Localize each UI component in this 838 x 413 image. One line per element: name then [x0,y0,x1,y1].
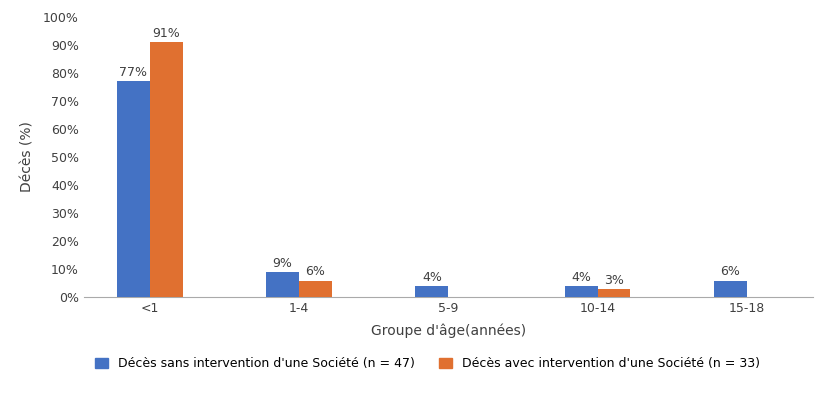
Text: 91%: 91% [153,26,180,40]
Bar [597,289,630,297]
Bar [117,81,150,297]
Bar [299,280,332,297]
Text: 6%: 6% [721,265,741,278]
Text: 9%: 9% [272,257,292,270]
Bar [565,286,597,297]
Text: 77%: 77% [119,66,147,79]
Bar [266,272,299,297]
Y-axis label: Décès (%): Décès (%) [21,121,34,192]
Text: 3%: 3% [604,274,624,287]
Legend: Décès sans intervention d'une Société (n = 47), Décès avec intervention d'une So: Décès sans intervention d'une Société (n… [90,352,765,375]
Bar [416,286,448,297]
X-axis label: Groupe d'âge(années): Groupe d'âge(années) [370,323,526,338]
Bar [714,280,747,297]
Text: 4%: 4% [572,271,591,284]
Text: 6%: 6% [306,265,325,278]
Text: 4%: 4% [422,271,442,284]
Bar [150,42,183,297]
